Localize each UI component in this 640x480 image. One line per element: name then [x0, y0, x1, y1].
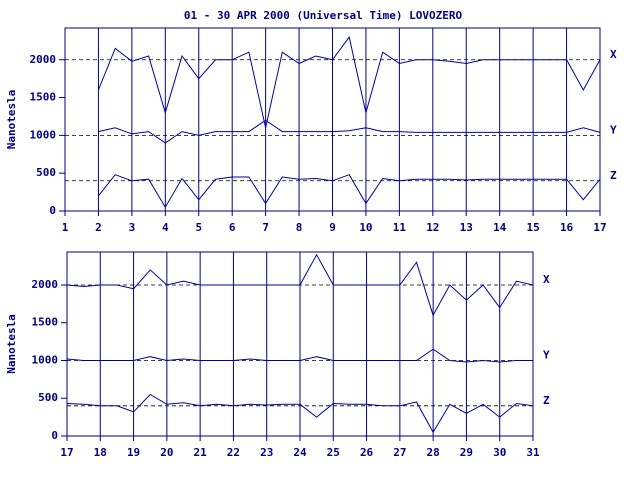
y-tick-label: 1000 [30, 128, 57, 141]
x-tick-label: 26 [360, 446, 374, 459]
x-tick-label: 28 [427, 446, 440, 459]
x-tick-label: 4 [162, 221, 169, 234]
x-tick-label: 3 [129, 221, 136, 234]
y-tick-label: 0 [51, 429, 58, 442]
x-tick-label: 29 [460, 446, 473, 459]
legend-label: Z [610, 169, 617, 182]
y-tick-label: 2000 [30, 53, 57, 66]
x-tick-label: 5 [195, 221, 202, 234]
x-tick-label: 30 [493, 446, 506, 459]
x-tick-label: 17 [60, 446, 73, 459]
x-tick-label: 7 [262, 221, 269, 234]
x-tick-label: 27 [393, 446, 406, 459]
y-axis-title: Nanotesla [5, 90, 18, 150]
legend-label: Y [543, 348, 550, 361]
y-tick-label: 0 [49, 204, 56, 217]
series-line [97, 35, 601, 128]
x-tick-label: 24 [293, 446, 307, 459]
legend-label: X [610, 48, 617, 61]
legend-label: Y [610, 123, 617, 136]
x-tick-label: 1 [62, 221, 69, 234]
x-tick-label: 31 [526, 446, 540, 459]
x-tick-label: 12 [426, 221, 439, 234]
y-tick-label: 2000 [32, 278, 59, 291]
x-tick-label: 9 [329, 221, 336, 234]
legend-label: Z [543, 394, 550, 407]
x-tick-label: 18 [94, 446, 107, 459]
x-tick-label: 17 [593, 221, 606, 234]
chart-title: 01 - 30 APR 2000 (Universal Time) LOVOZE… [184, 9, 463, 22]
y-tick-label: 1000 [32, 353, 59, 366]
x-tick-label: 14 [493, 221, 507, 234]
y-tick-label: 1500 [30, 91, 57, 104]
x-tick-label: 11 [393, 221, 407, 234]
x-tick-label: 2 [95, 221, 102, 234]
series-line [66, 348, 533, 363]
x-tick-label: 6 [229, 221, 236, 234]
x-tick-label: 8 [296, 221, 303, 234]
x-tick-label: 13 [460, 221, 473, 234]
legend-label: X [543, 273, 550, 286]
y-axis-title: Nanotesla [5, 314, 18, 374]
y-tick-label: 500 [38, 391, 58, 404]
y-tick-label: 1500 [32, 316, 59, 329]
x-tick-label: 16 [560, 221, 574, 234]
x-tick-label: 22 [227, 446, 240, 459]
series-line [98, 119, 601, 144]
series-line [98, 174, 601, 209]
series-line [66, 393, 534, 434]
x-tick-label: 25 [327, 446, 340, 459]
x-tick-label: 21 [194, 446, 208, 459]
y-tick-label: 500 [36, 166, 56, 179]
x-tick-label: 23 [260, 446, 273, 459]
x-tick-label: 19 [127, 446, 140, 459]
x-tick-label: 15 [527, 221, 540, 234]
x-tick-label: 20 [160, 446, 173, 459]
x-tick-label: 10 [359, 221, 372, 234]
series-line [66, 253, 534, 317]
